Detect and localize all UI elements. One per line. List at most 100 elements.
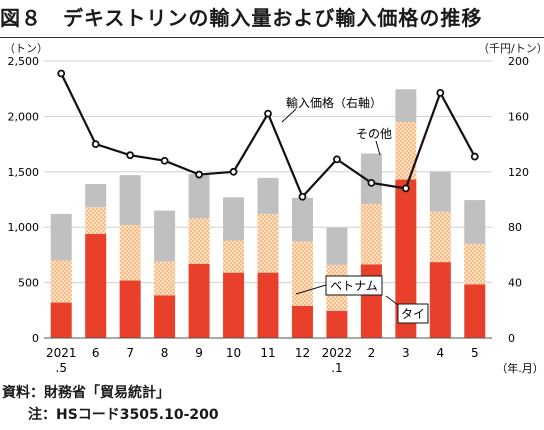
line-label-leader	[281, 108, 297, 123]
bar-thai	[395, 179, 417, 338]
x-tick-label: 8	[161, 346, 169, 360]
title-rule	[0, 37, 544, 38]
y-left-tick-label: 500	[18, 277, 39, 290]
bar-thai	[188, 263, 210, 338]
y-left-tick-label: 2,000	[8, 110, 40, 123]
vietnam-label: ベトナム	[330, 279, 378, 293]
x-tick-label: 2	[368, 346, 376, 360]
y-left-tick-label: 1,500	[8, 166, 40, 179]
y-left-tick-label: 2,500	[8, 55, 40, 68]
bar-thai	[50, 302, 72, 338]
line-label: 輸入価格（右軸）	[286, 95, 382, 110]
other-label: その他	[356, 127, 392, 141]
bar-vietnam	[395, 121, 417, 180]
bar-thai	[464, 284, 486, 338]
bar-other	[395, 89, 417, 122]
price-point	[436, 88, 445, 97]
y-right-tick-label: 200	[508, 55, 529, 68]
source-text: 資料：財務省「貿易統計」	[2, 385, 170, 401]
bar-vietnam	[223, 240, 245, 273]
bar-thai	[291, 305, 313, 338]
x-tick-label: 3	[402, 346, 410, 360]
bar-thai	[326, 310, 348, 338]
price-point	[298, 192, 307, 201]
x-tick-label: 4	[436, 346, 444, 360]
x-tick-label: 2022	[322, 346, 353, 360]
right-axis-unit: （千円/トン）	[478, 42, 544, 55]
bar-vietnam	[464, 243, 486, 285]
vietnam-label-box	[325, 275, 383, 296]
bar-other	[326, 227, 348, 265]
price-point	[401, 184, 410, 193]
x-tick-label: 9	[195, 346, 203, 360]
bar-vietnam	[119, 224, 141, 281]
bar-thai	[429, 262, 451, 338]
bar-vietnam	[257, 213, 279, 273]
bar-other	[85, 183, 107, 208]
bar-thai	[223, 272, 245, 338]
price-point	[195, 170, 203, 179]
price-point	[57, 69, 66, 78]
x-tick-label: 11	[260, 346, 275, 360]
bar-vietnam	[154, 261, 176, 296]
chart-title: 図８ デキストリンの輸入量および輸入価格の推移	[0, 6, 483, 30]
price-line-group	[57, 69, 479, 201]
price-point	[367, 178, 376, 187]
bar-thai	[360, 264, 382, 338]
x-tick-label: 10	[226, 346, 241, 360]
bar-other	[429, 171, 451, 212]
bar-vietnam	[429, 211, 451, 263]
y-right-tick-label: 40	[508, 277, 522, 290]
y-right-tick-label: 0	[508, 332, 515, 345]
x-tick-label: 6	[92, 346, 100, 360]
bar-thai	[257, 272, 279, 338]
thai-label: タイ	[401, 307, 425, 321]
thai-label-box	[397, 303, 429, 324]
bar-thai	[154, 295, 176, 338]
bar-other	[188, 174, 210, 219]
left-axis-unit: （トン）	[4, 42, 48, 55]
y-right-tick-label: 160	[508, 110, 529, 123]
price-point	[264, 109, 272, 118]
vietnam-label-leader	[295, 284, 327, 295]
x-tick-label: 5	[471, 346, 479, 360]
bar-other	[464, 200, 486, 244]
bar-vietnam	[360, 203, 382, 265]
x-tick-label: .5	[56, 361, 67, 375]
price-point	[470, 152, 479, 161]
x-tick-label: 7	[126, 346, 134, 360]
bar-other	[154, 210, 176, 262]
x-axis-label: （年.月）	[496, 361, 544, 375]
other-label-leader	[375, 140, 381, 156]
x-tick-label: .1	[331, 361, 342, 375]
y-left-tick-label: 1,000	[8, 221, 40, 234]
bar-other	[257, 177, 279, 214]
price-point	[160, 156, 169, 165]
bar-other	[291, 197, 313, 242]
price-point	[126, 151, 135, 160]
price-point	[333, 155, 341, 164]
y-right-tick-label: 120	[508, 166, 529, 179]
note-text: 注：HSコード3505.10-200	[28, 407, 219, 423]
bar-other	[223, 197, 245, 241]
bar-other	[50, 213, 72, 261]
bar-vietnam	[50, 260, 72, 303]
axes: 0 0 500 40 1,000 80 1,500 120 2,000 160 2,500 200 20…	[8, 55, 544, 375]
bar-other	[119, 175, 141, 225]
bar-thai	[85, 233, 107, 338]
y-left-tick-label: 0	[32, 332, 39, 345]
bar-vietnam	[85, 207, 107, 234]
bar-group	[50, 89, 486, 338]
x-tick-label: 2021	[46, 346, 77, 360]
price-point	[229, 167, 238, 176]
thai-label-leader	[385, 295, 399, 306]
y-right-tick-label: 80	[508, 221, 522, 234]
bar-other	[360, 153, 382, 204]
x-tick-label: 12	[295, 346, 310, 360]
bar-vietnam	[291, 241, 313, 306]
bar-thai	[119, 280, 141, 338]
price-point	[91, 140, 100, 149]
bar-vietnam	[188, 218, 210, 264]
